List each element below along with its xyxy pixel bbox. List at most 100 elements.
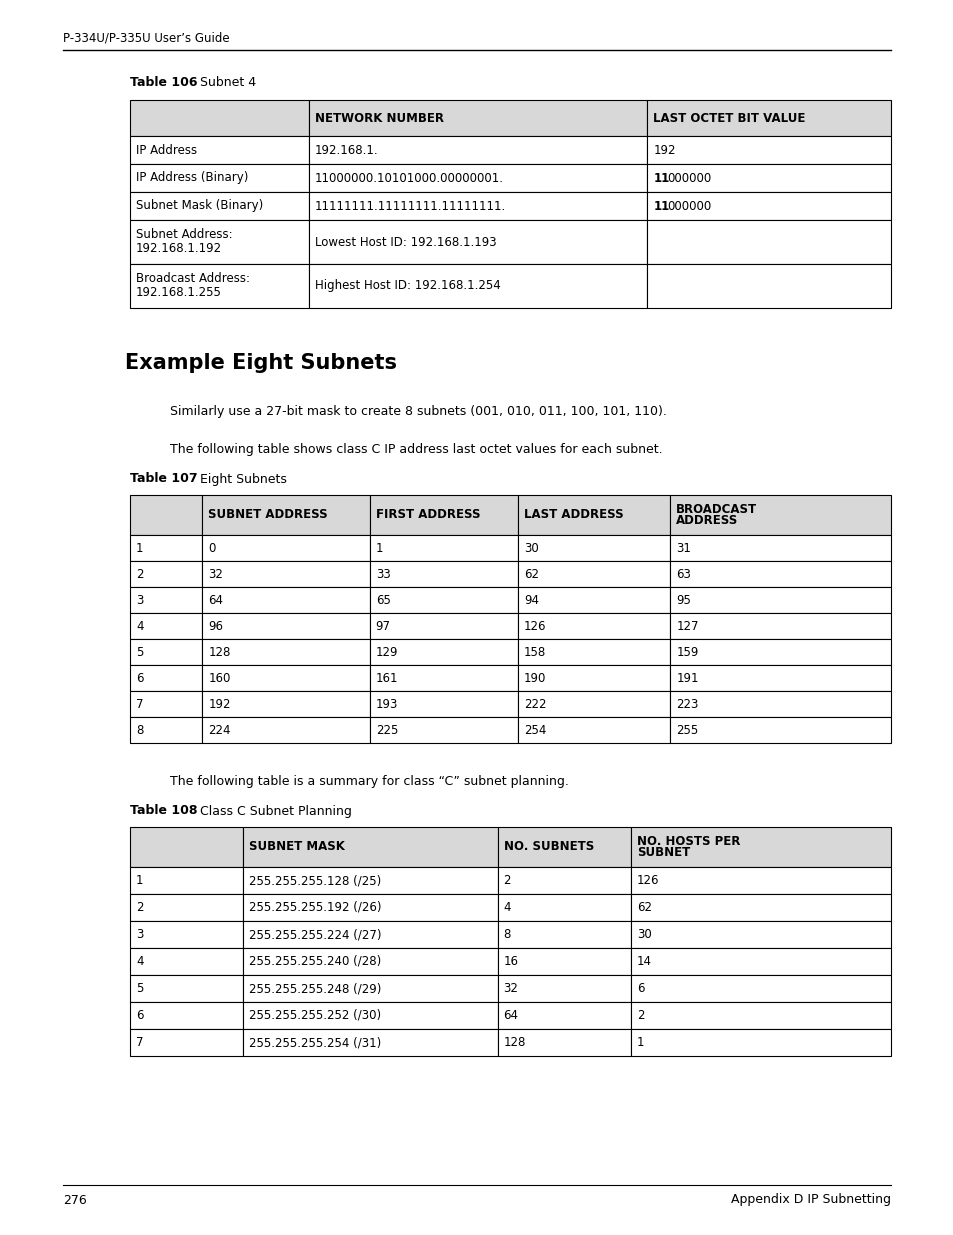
Text: Table 108: Table 108: [130, 804, 197, 818]
Text: 33: 33: [375, 568, 390, 580]
Bar: [130, 220, 309, 264]
Text: 126: 126: [636, 874, 659, 887]
Text: Subnet Address:: Subnet Address:: [136, 228, 233, 242]
Text: 63: 63: [676, 568, 691, 580]
Bar: [630, 1002, 890, 1029]
Bar: [370, 587, 517, 613]
Text: 2: 2: [136, 902, 143, 914]
Text: 7: 7: [136, 698, 143, 710]
Bar: [630, 921, 890, 948]
Text: 159: 159: [676, 646, 698, 658]
Text: 97: 97: [375, 620, 391, 632]
Text: 255.255.255.252 (/30): 255.255.255.252 (/30): [249, 1009, 380, 1023]
Text: 255: 255: [676, 724, 698, 736]
Text: 126: 126: [523, 620, 546, 632]
Text: P-334U/P-335U User’s Guide: P-334U/P-335U User’s Guide: [63, 32, 230, 44]
Bar: [630, 894, 890, 921]
Text: 30: 30: [636, 927, 651, 941]
Bar: [202, 718, 370, 743]
Text: 255.255.255.128 (/25): 255.255.255.128 (/25): [249, 874, 380, 887]
Bar: [517, 495, 670, 535]
Bar: [370, 692, 517, 718]
Text: 7: 7: [136, 1036, 143, 1049]
Bar: [670, 587, 890, 613]
Text: 5: 5: [136, 982, 143, 995]
Bar: [647, 100, 890, 136]
Text: Appendix D IP Subnetting: Appendix D IP Subnetting: [730, 1193, 890, 1207]
Text: 4: 4: [136, 955, 143, 968]
Bar: [309, 191, 647, 220]
Text: 192: 192: [653, 143, 676, 157]
Text: 129: 129: [375, 646, 397, 658]
Bar: [630, 1029, 890, 1056]
Bar: [630, 948, 890, 974]
Bar: [242, 894, 497, 921]
Bar: [130, 495, 202, 535]
Bar: [130, 1029, 242, 1056]
Text: 4: 4: [503, 902, 511, 914]
Text: The following table is a summary for class “C” subnet planning.: The following table is a summary for cla…: [170, 774, 568, 788]
Text: 14: 14: [636, 955, 651, 968]
Bar: [242, 974, 497, 1002]
Text: 94: 94: [523, 594, 538, 606]
Text: 127: 127: [676, 620, 699, 632]
Text: 0: 0: [208, 541, 215, 555]
Text: 222: 222: [523, 698, 546, 710]
Text: Class C Subnet Planning: Class C Subnet Planning: [192, 804, 352, 818]
Text: 31: 31: [676, 541, 691, 555]
Bar: [130, 894, 242, 921]
Bar: [517, 587, 670, 613]
Bar: [647, 164, 890, 191]
Text: Subnet 4: Subnet 4: [192, 75, 255, 89]
Text: Similarly use a 27-bit mask to create 8 subnets (001, 010, 011, 100, 101, 110).: Similarly use a 27-bit mask to create 8 …: [170, 405, 666, 417]
Bar: [202, 692, 370, 718]
Text: 8: 8: [503, 927, 511, 941]
Text: 225: 225: [375, 724, 397, 736]
Bar: [202, 613, 370, 638]
Text: 11: 11: [653, 172, 669, 184]
Text: 96: 96: [208, 620, 223, 632]
Bar: [670, 495, 890, 535]
Bar: [630, 974, 890, 1002]
Text: 3: 3: [136, 594, 143, 606]
Text: NO. HOSTS PER: NO. HOSTS PER: [636, 835, 740, 848]
Bar: [517, 638, 670, 664]
Text: 11111111.11111111.11111111.: 11111111.11111111.11111111.: [314, 200, 505, 212]
Text: 128: 128: [208, 646, 231, 658]
Text: 65: 65: [375, 594, 390, 606]
Bar: [202, 664, 370, 692]
Bar: [130, 1002, 242, 1029]
Bar: [130, 613, 202, 638]
Text: 192.168.1.255: 192.168.1.255: [136, 287, 222, 300]
Bar: [370, 561, 517, 587]
Text: Highest Host ID: 192.168.1.254: Highest Host ID: 192.168.1.254: [314, 279, 500, 293]
Bar: [309, 264, 647, 308]
Bar: [670, 613, 890, 638]
Text: LAST OCTET BIT VALUE: LAST OCTET BIT VALUE: [653, 111, 805, 125]
Text: 192: 192: [208, 698, 231, 710]
Text: 161: 161: [375, 672, 397, 684]
Text: NETWORK NUMBER: NETWORK NUMBER: [314, 111, 443, 125]
Bar: [130, 191, 309, 220]
Bar: [670, 638, 890, 664]
Bar: [202, 638, 370, 664]
Bar: [242, 1002, 497, 1029]
Text: 62: 62: [523, 568, 538, 580]
Text: Eight Subnets: Eight Subnets: [192, 473, 287, 485]
Text: FIRST ADDRESS: FIRST ADDRESS: [375, 509, 479, 521]
Text: IP Address (Binary): IP Address (Binary): [136, 172, 248, 184]
Text: 64: 64: [503, 1009, 518, 1023]
Bar: [130, 136, 309, 164]
Bar: [517, 535, 670, 561]
Bar: [497, 921, 630, 948]
Text: SUBNET ADDRESS: SUBNET ADDRESS: [208, 509, 328, 521]
Text: 255.255.255.248 (/29): 255.255.255.248 (/29): [249, 982, 380, 995]
Bar: [497, 974, 630, 1002]
Text: 6: 6: [136, 1009, 143, 1023]
Text: 32: 32: [503, 982, 517, 995]
Bar: [130, 561, 202, 587]
Bar: [517, 561, 670, 587]
Bar: [130, 974, 242, 1002]
Bar: [670, 664, 890, 692]
Bar: [497, 867, 630, 894]
